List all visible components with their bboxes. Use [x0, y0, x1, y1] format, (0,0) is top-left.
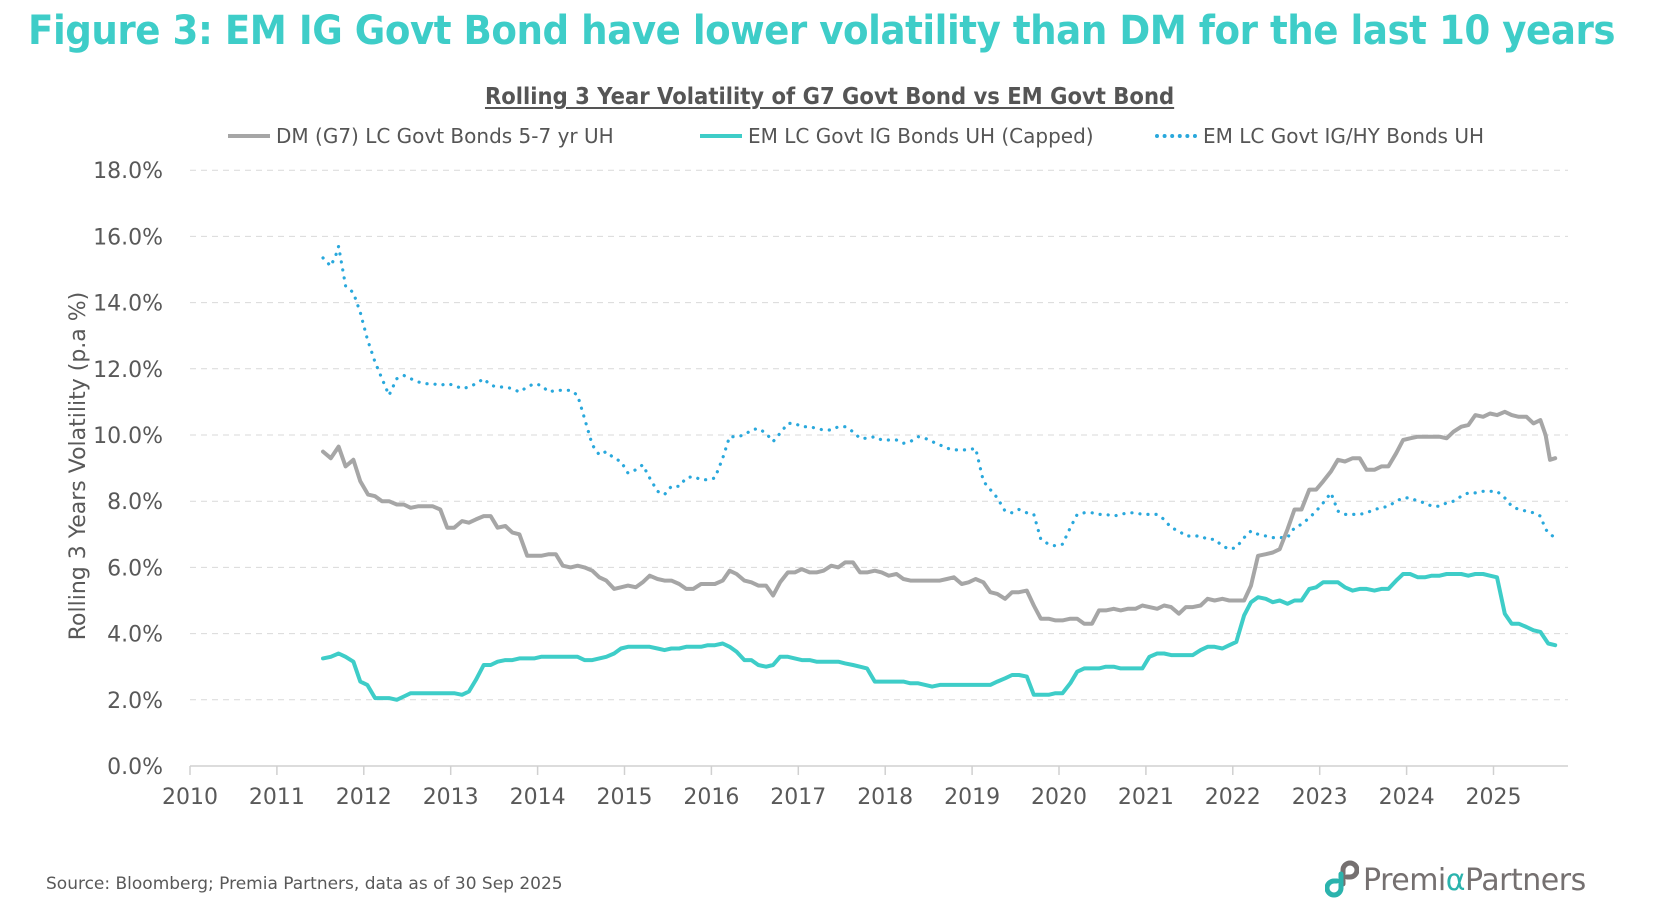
legend-swatch-em-ighy [1155, 134, 1197, 138]
x-tick-label: 2019 [944, 785, 1000, 810]
y-tick-label: 0.0% [107, 755, 163, 780]
y-tick-label: 6.0% [107, 556, 163, 581]
x-tick-label: 2017 [770, 785, 826, 810]
y-tick-label: 10.0% [93, 424, 163, 449]
x-tick-label: 2018 [857, 785, 913, 810]
y-tick-label: 18.0% [93, 159, 163, 184]
x-tick-label: 2025 [1466, 785, 1522, 810]
x-tick-label: 2013 [423, 785, 479, 810]
legend: DM (G7) LC Govt Bonds 5-7 yr UH EM LC Go… [0, 124, 1660, 154]
y-tick-label: 14.0% [93, 292, 163, 317]
logo-text-alpha: α [1445, 862, 1466, 898]
series-line-dm-g7 [321, 409, 1558, 626]
premia-partners-logo: PremiαPartners [1325, 860, 1586, 900]
x-tick-label: 2016 [683, 785, 739, 810]
x-tick-label: 2015 [597, 785, 653, 810]
series-lines [321, 244, 1558, 702]
legend-label-em-ig: EM LC Govt IG Bonds UH (Capped) [748, 124, 1094, 148]
premia-logo-mark-icon [1325, 860, 1359, 898]
series-line-em-ig [321, 572, 1558, 702]
x-tick-label: 2020 [1031, 785, 1087, 810]
y-axis-label: Rolling 3 Years Volatility (p.a %) [66, 292, 91, 641]
legend-swatch-dm [228, 134, 270, 138]
x-tick-label: 2012 [336, 785, 392, 810]
x-tick-label: 2024 [1379, 785, 1435, 810]
y-tick-label: 8.0% [107, 490, 163, 515]
y-tick-label: 16.0% [93, 225, 163, 250]
x-tick-label: 2021 [1118, 785, 1174, 810]
x-tick-label: 2011 [249, 785, 305, 810]
series-line-em-ighy [321, 244, 1557, 551]
x-axis [189, 765, 1568, 775]
y-axis-tick-labels: 0.0% 2.0% 4.0% 6.0% 8.0% 10.0% 12.0% 14.0% 16.0%… [93, 159, 163, 780]
x-axis-tick-labels: 2010 2011 2012 2013 2014 2015 2016 2017 2018 2019… [162, 785, 1522, 810]
legend-label-em-ighy: EM LC Govt IG/HY Bonds UH [1203, 124, 1485, 148]
legend-swatch-em-ig [700, 134, 742, 138]
figure-title: Figure 3: EM IG Govt Bond have lower vol… [28, 8, 1616, 54]
legend-label-dm: DM (G7) LC Govt Bonds 5-7 yr UH [276, 124, 614, 148]
x-tick-label: 2022 [1205, 785, 1261, 810]
legend-item-dm: DM (G7) LC Govt Bonds 5-7 yr UH [228, 124, 614, 148]
chart-title-text: Rolling 3 Year Volatility of G7 Govt Bon… [485, 84, 1175, 110]
y-tick-label: 4.0% [107, 623, 163, 648]
logo-text-premi: Premi [1363, 862, 1446, 898]
y-tick-label: 12.0% [93, 358, 163, 383]
chart-title: Rolling 3 Year Volatility of G7 Govt Bon… [0, 84, 1660, 110]
legend-item-em-ighy: EM LC Govt IG/HY Bonds UH [1155, 124, 1484, 148]
logo-text-partners: Partners [1465, 862, 1586, 898]
x-tick-label: 2010 [162, 785, 218, 810]
y-tick-label: 2.0% [107, 689, 163, 714]
logo-text: PremiαPartners [1363, 863, 1586, 898]
source-note: Source: Bloomberg; Premia Partners, data… [46, 874, 563, 894]
x-tick-label: 2023 [1292, 785, 1348, 810]
x-tick-label: 2014 [510, 785, 566, 810]
gridlines [190, 169, 1568, 701]
legend-item-em-ig: EM LC Govt IG Bonds UH (Capped) [700, 124, 1094, 148]
